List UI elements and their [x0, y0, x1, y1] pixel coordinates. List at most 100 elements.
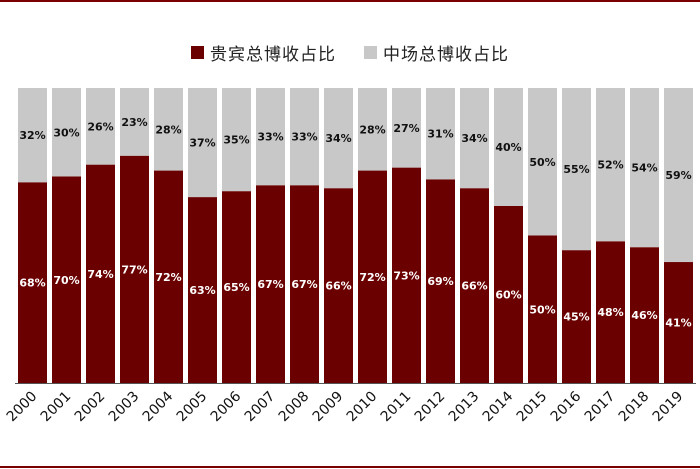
legend-swatch-mass [364, 46, 377, 59]
bar-mass-2016 [562, 88, 591, 251]
bar-mass-2019 [664, 88, 693, 263]
data-label-vip-2012: 69% [427, 275, 453, 288]
x-tick-label-2002: 2002 [72, 389, 109, 426]
bar-mass-2014 [494, 88, 523, 206]
x-tick-label-2007: 2007 [242, 389, 279, 426]
data-label-vip-2009: 66% [325, 280, 351, 293]
data-label-vip-2008: 67% [291, 278, 317, 291]
bar-mass-2002 [86, 88, 115, 165]
data-label-vip-2006: 65% [223, 281, 249, 294]
bar-vip-2013 [460, 188, 489, 383]
x-tick-label-2015: 2015 [514, 389, 551, 426]
x-tick-label-2011: 2011 [378, 389, 415, 426]
data-label-vip-2013: 66% [461, 280, 487, 293]
bar-mass-2000 [18, 88, 47, 183]
bar-vip-2011 [392, 167, 421, 383]
data-label-mass-2010: 28% [359, 123, 385, 136]
bar-mass-2005 [188, 88, 217, 198]
x-tick-label-2016: 2016 [548, 388, 585, 425]
top-border [0, 0, 700, 2]
data-label-mass-2013: 34% [461, 132, 487, 145]
data-label-vip-2018: 46% [631, 309, 657, 322]
bar-mass-2018 [630, 88, 659, 248]
data-label-mass-2009: 34% [325, 132, 351, 145]
data-label-vip-2002: 74% [87, 268, 113, 281]
bar-mass-2003 [120, 88, 149, 156]
data-label-mass-2008: 33% [291, 131, 317, 144]
bar-vip-2000 [18, 182, 47, 383]
bar-vip-2014 [494, 206, 523, 383]
legend-item-vip: 贵宾总博收占比 [191, 40, 336, 65]
data-label-mass-2018: 54% [631, 162, 657, 175]
x-tick-label-2009: 2009 [310, 389, 347, 426]
data-label-mass-2006: 35% [223, 134, 249, 147]
bar-mass-2008 [290, 88, 319, 186]
bar-mass-2015 [528, 88, 557, 236]
bar-vip-2016 [562, 250, 591, 383]
data-label-vip-2010: 72% [359, 271, 385, 284]
x-tick-label-2010: 2010 [344, 389, 381, 426]
data-label-mass-2012: 31% [427, 128, 453, 141]
data-label-mass-2000: 32% [19, 129, 45, 142]
bar-vip-2001 [52, 176, 81, 383]
bar-vip-2003 [120, 155, 149, 383]
data-label-vip-2015: 50% [529, 303, 555, 316]
data-label-mass-2019: 59% [665, 169, 691, 182]
bar-mass-2006 [222, 88, 251, 192]
bar-vip-2006 [222, 191, 251, 383]
x-tick-label-2012: 2012 [412, 389, 449, 426]
legend-label-vip: 贵宾总博收占比 [210, 45, 336, 65]
bar-mass-2004 [154, 88, 183, 171]
x-tick-label-2014: 2014 [480, 388, 517, 425]
x-tick-label-2004: 2004 [140, 388, 177, 425]
bar-vip-2002 [86, 164, 115, 383]
data-label-vip-2016: 45% [563, 311, 589, 324]
legend: 贵宾总博收占比 中场总博收占比 [0, 40, 700, 65]
x-tick-label-2005: 2005 [174, 389, 211, 426]
data-label-vip-2011: 73% [393, 269, 419, 282]
x-tick-label-2003: 2003 [106, 389, 143, 426]
bar-vip-2008 [290, 185, 319, 383]
bar-vip-2009 [324, 188, 353, 383]
bar-vip-2012 [426, 179, 455, 383]
data-label-vip-2003: 77% [121, 263, 147, 276]
bar-vip-2010 [358, 170, 387, 383]
data-label-vip-2004: 72% [155, 271, 181, 284]
data-label-mass-2007: 33% [257, 131, 283, 144]
data-label-mass-2014: 40% [495, 141, 521, 154]
bar-mass-2011 [392, 88, 421, 168]
bar-mass-2017 [596, 88, 625, 242]
x-tick-label-2019: 2019 [650, 389, 687, 426]
data-label-mass-2004: 28% [155, 123, 181, 136]
data-label-vip-2014: 60% [495, 289, 521, 302]
data-label-mass-2016: 55% [563, 163, 589, 176]
x-tick-label-2013: 2013 [446, 389, 483, 426]
bar-vip-2019 [664, 262, 693, 383]
data-label-vip-2001: 70% [53, 274, 79, 287]
data-label-mass-2017: 52% [597, 159, 623, 172]
data-label-mass-2011: 27% [393, 122, 419, 135]
legend-label-mass: 中场总博收占比 [383, 45, 509, 65]
bar-vip-2007 [256, 185, 285, 383]
data-label-vip-2000: 68% [19, 277, 45, 290]
legend-swatch-vip [191, 46, 204, 59]
data-label-vip-2007: 67% [257, 278, 283, 291]
data-label-mass-2002: 26% [87, 120, 113, 133]
data-label-mass-2005: 37% [189, 137, 215, 150]
data-label-vip-2019: 41% [665, 317, 691, 330]
x-tick-label-2001: 2001 [38, 389, 75, 426]
bar-vip-2018 [630, 247, 659, 383]
bar-mass-2009 [324, 88, 353, 189]
data-label-vip-2005: 63% [189, 284, 215, 297]
bar-vip-2017 [596, 241, 625, 383]
x-tick-label-2006: 2006 [208, 388, 245, 425]
data-label-mass-2003: 23% [121, 116, 147, 129]
bar-vip-2005 [188, 197, 217, 383]
x-tick-label-2017: 2017 [582, 389, 619, 426]
bar-vip-2015 [528, 235, 557, 383]
data-label-mass-2015: 50% [529, 156, 555, 169]
legend-item-mass: 中场总博收占比 [364, 40, 509, 65]
bar-mass-2013 [460, 88, 489, 189]
